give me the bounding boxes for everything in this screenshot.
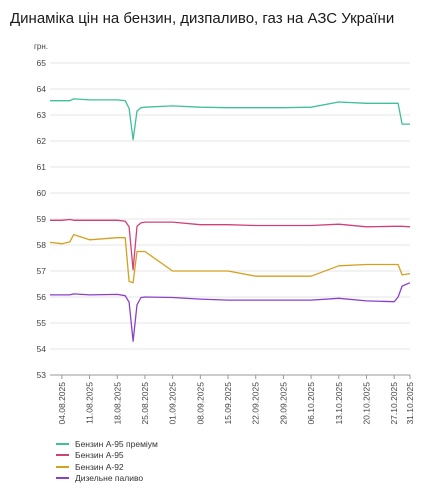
legend-swatch xyxy=(56,442,69,445)
y-tick-label: 62 xyxy=(37,136,47,146)
x-tick-label: 20.10.2025 xyxy=(361,382,371,425)
y-tick-label: 64 xyxy=(37,84,47,94)
legend-swatch xyxy=(56,477,69,480)
y-tick-label: 53 xyxy=(37,370,47,380)
x-tick-label: 22.09.2025 xyxy=(251,382,261,425)
legend-label: Дизельне паливо xyxy=(75,473,144,484)
x-tick-label: 01.09.2025 xyxy=(168,382,178,425)
legend-item[interactable]: Бензин А-92 xyxy=(56,461,158,473)
legend-item[interactable]: Бензин А-95 преміум xyxy=(56,438,158,450)
x-tick-label: 13.10.2025 xyxy=(334,382,344,425)
y-tick-label: 54 xyxy=(37,344,47,354)
x-tick-label: 04.08.2025 xyxy=(57,382,67,425)
y-tick-label: 55 xyxy=(37,318,47,328)
y-tick-label: 65 xyxy=(37,58,47,68)
legend-label: Бензин А-95 преміум xyxy=(75,438,158,449)
chart-title: Динаміка цін на бензин, дизпаливо, газ н… xyxy=(10,10,395,27)
x-tick-label: 31.10.2025 xyxy=(405,382,415,425)
y-tick-label: 59 xyxy=(37,214,47,224)
x-tick-label: 29.09.2025 xyxy=(278,382,288,425)
y-tick-label: 60 xyxy=(37,188,47,198)
x-tick-label: 27.10.2025 xyxy=(389,382,399,425)
legend-swatch xyxy=(56,465,69,468)
legend-label: Бензин А-95 xyxy=(75,450,124,461)
y-tick-label: 58 xyxy=(37,240,47,250)
legend-item[interactable]: Бензин А-95 xyxy=(56,450,158,462)
series-line-4 xyxy=(50,282,411,342)
y-tick-label: 57 xyxy=(37,266,47,276)
series-line-2 xyxy=(50,218,411,271)
x-tick-label: 18.08.2025 xyxy=(112,382,122,425)
y-tick-label: 61 xyxy=(37,162,47,172)
series-line-3 xyxy=(49,233,411,284)
x-tick-label: 08.09.2025 xyxy=(195,382,205,425)
legend-item[interactable]: Дизельне паливо xyxy=(56,473,158,485)
y-tick-label: 56 xyxy=(37,292,47,302)
chart-legend: Бензин А-95 преміум Бензин А-95 Бензин А-9… xyxy=(56,438,158,484)
y-axis-unit-label: грн. xyxy=(34,42,49,51)
series-line-1 xyxy=(50,98,410,141)
legend-label: Бензин А-92 xyxy=(75,461,124,472)
y-tick-label: 63 xyxy=(37,110,47,120)
x-tick-label: 25.08.2025 xyxy=(140,382,150,425)
x-tick-label: 15.09.2025 xyxy=(223,382,233,425)
x-tick-label: 11.08.2025 xyxy=(85,382,95,424)
legend-swatch xyxy=(56,454,69,457)
line-chart: 53 54 55 56 57 58 59 60 61 62 63 64 65 04.08.2025 11.0… xyxy=(37,58,415,425)
x-tick-label: 06.10.2025 xyxy=(306,382,316,425)
